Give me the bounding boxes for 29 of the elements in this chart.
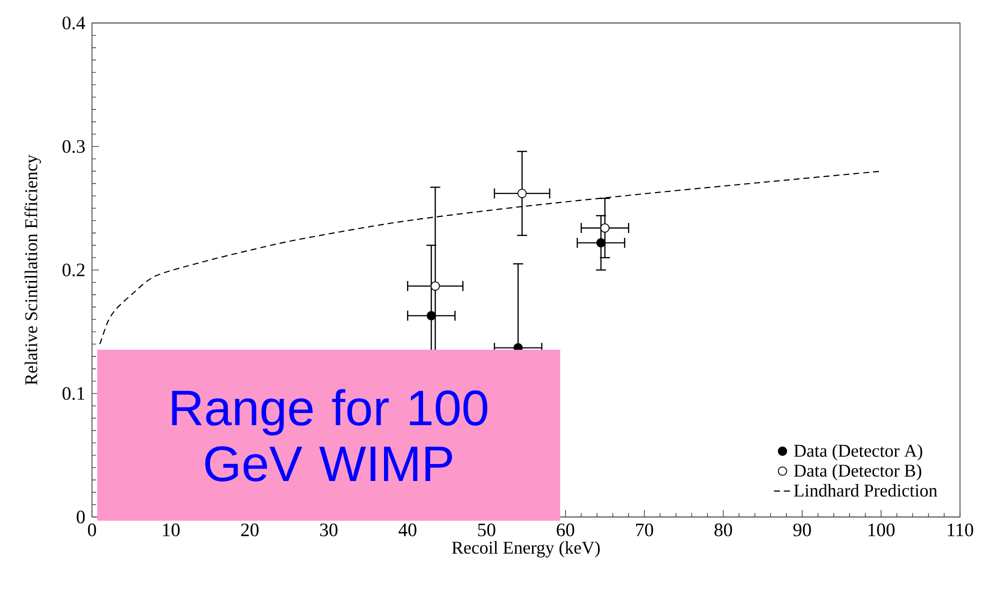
x-tick-label: 40 — [398, 524, 416, 536]
x-axis-title: Recoil Energy (keV) — [452, 541, 600, 558]
x-tick-label: 70 — [636, 524, 654, 536]
legend-label: Lindhard Prediction — [794, 484, 938, 497]
point — [596, 238, 606, 248]
line-series — [99, 170, 882, 345]
y-tick-label: 0.3 — [62, 140, 85, 153]
point — [600, 223, 610, 233]
y-tick-label: 0.1 — [62, 387, 84, 400]
x-tick-label: 110 — [948, 524, 974, 536]
x-tick-label: 60 — [556, 524, 574, 536]
point — [430, 281, 440, 291]
x-tick-label: 50 — [478, 524, 496, 536]
x-tick-label: 90 — [793, 524, 811, 536]
x-tick-label: 30 — [320, 524, 338, 536]
x-tick-label: 20 — [241, 524, 259, 536]
point — [426, 311, 436, 320]
annotation: Range for 100 GeV WIMP — [172, 389, 488, 482]
point — [517, 188, 527, 198]
y-tick-label: 0.2 — [62, 264, 84, 276]
y-axis-title: Relative Scintillation Efficiency — [24, 154, 41, 385]
y-tick-label: 0.4 — [62, 16, 86, 30]
y-tick-label: 0 — [76, 510, 85, 524]
x-tick-label: 100 — [868, 524, 895, 536]
x-tick-label: 10 — [163, 524, 180, 536]
legend-label: Data (Detector B) — [794, 464, 922, 480]
legend-label: Data (Detector A) — [794, 444, 922, 460]
x-tick-label: 80 — [714, 524, 732, 536]
x-tick-label: 0 — [88, 524, 96, 536]
